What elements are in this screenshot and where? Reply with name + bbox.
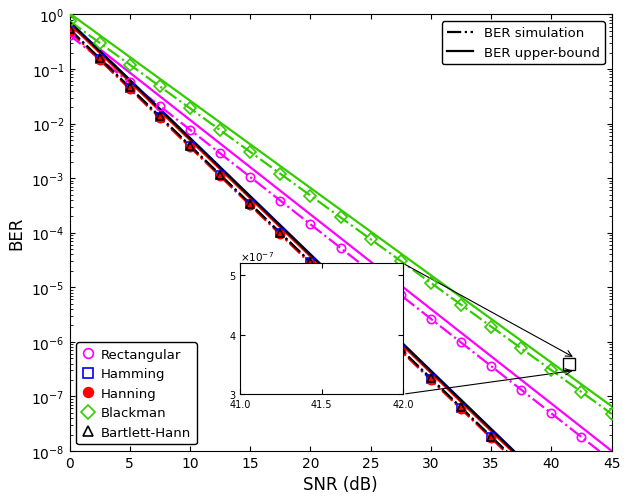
Y-axis label: BER: BER [8,216,26,250]
Legend: Rectangular, Hamming, Hanning, Blackman, Bartlett-Hann: Rectangular, Hamming, Hanning, Blackman,… [76,343,197,444]
Bar [563,359,575,371]
X-axis label: SNR (dB): SNR (dB) [303,475,378,493]
